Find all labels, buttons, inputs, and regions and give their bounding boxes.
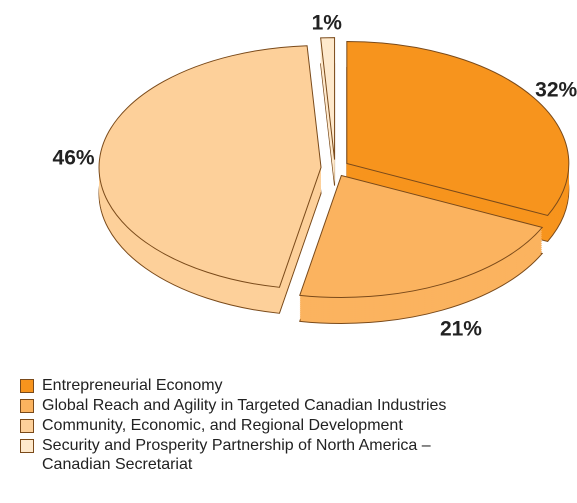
- data-label: 32%: [535, 78, 577, 101]
- chart: 32% 21% 46% 1%: [53, 12, 577, 341]
- legend-swatch: [20, 379, 34, 393]
- legend-item: Entrepreneurial Economy: [20, 376, 460, 395]
- legend-label: Global Reach and Agility in Targeted Can…: [42, 397, 447, 414]
- slice: [320, 37, 336, 160]
- legend-item: Community, Economic, and Regional Develo…: [20, 416, 460, 435]
- legend-label: Entrepreneurial Economy: [42, 377, 223, 394]
- data-label: 21%: [440, 317, 482, 340]
- legend-swatch: [20, 419, 34, 433]
- legend-label: Security and Prosperity Partnership of N…: [42, 437, 431, 473]
- legend-swatch: [20, 399, 34, 413]
- data-label: 46%: [53, 147, 95, 170]
- legend-label: Community, Economic, and Regional Develo…: [42, 417, 403, 434]
- slice: [299, 174, 544, 298]
- data-label: 1%: [312, 12, 343, 35]
- legend: Entrepreneurial Economy Global Reach and …: [20, 376, 460, 475]
- slice: [98, 45, 322, 288]
- legend-swatch: [20, 439, 34, 453]
- legend-item: Global Reach and Agility in Targeted Can…: [20, 396, 460, 415]
- legend-item: Security and Prosperity Partnership of N…: [20, 436, 460, 474]
- slice: [346, 40, 570, 217]
